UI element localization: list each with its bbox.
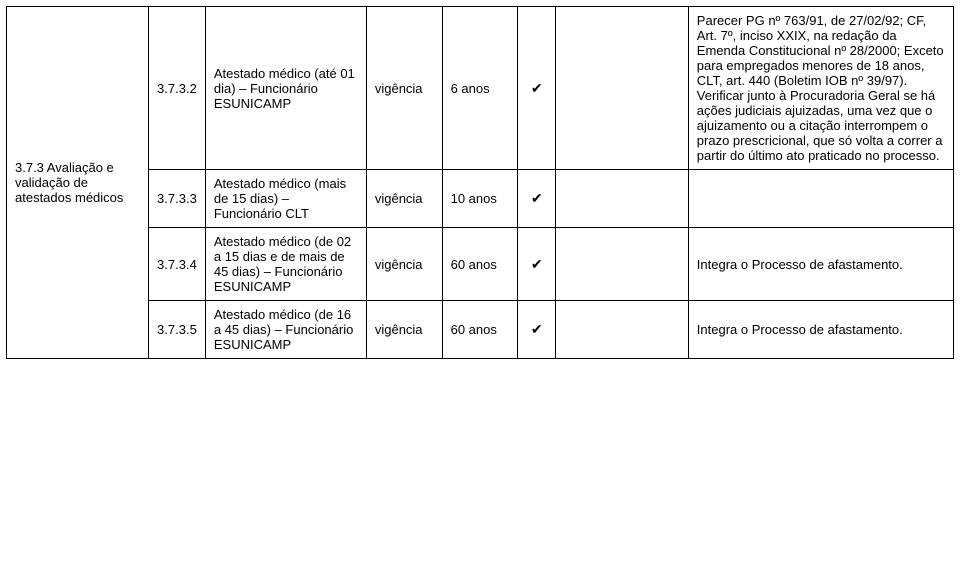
table-row: 3.7.3.3 Atestado médico (mais de 15 dias… — [7, 170, 954, 228]
row-years: 10 anos — [442, 170, 518, 228]
row-desc: Atestado médico (de 02 a 15 dias e de ma… — [205, 228, 366, 301]
row-desc: Atestado médico (de 16 a 45 dias) – Func… — [205, 301, 366, 359]
row-notes: Parecer PG nº 763/91, de 27/02/92; CF, A… — [688, 7, 953, 170]
row-notes: Integra o Processo de afastamento. — [688, 228, 953, 301]
row-desc: Atestado médico (mais de 15 dias) – Func… — [205, 170, 366, 228]
row-vigencia: vigência — [366, 7, 442, 170]
row-years: 60 anos — [442, 301, 518, 359]
row-spare — [556, 228, 689, 301]
row-notes: Integra o Processo de afastamento. — [688, 301, 953, 359]
row-years: 60 anos — [442, 228, 518, 301]
row-check: ✔ — [518, 7, 556, 170]
row-years: 6 anos — [442, 7, 518, 170]
row-number: 3.7.3.3 — [149, 170, 206, 228]
row-check: ✔ — [518, 301, 556, 359]
row-spare — [556, 170, 689, 228]
row-desc: Atestado médico (até 01 dia) – Funcionár… — [205, 7, 366, 170]
row-number: 3.7.3.5 — [149, 301, 206, 359]
row-spare — [556, 7, 689, 170]
table-row: 3.7.3.5 Atestado médico (de 16 a 45 dias… — [7, 301, 954, 359]
row-check: ✔ — [518, 170, 556, 228]
table-row: 3.7.3 Avaliação e validação de atestados… — [7, 7, 954, 170]
row-vigencia: vigência — [366, 301, 442, 359]
records-table: 3.7.3 Avaliação e validação de atestados… — [6, 6, 954, 359]
table-row: 3.7.3.4 Atestado médico (de 02 a 15 dias… — [7, 228, 954, 301]
row-spare — [556, 301, 689, 359]
row-number: 3.7.3.2 — [149, 7, 206, 170]
row-number: 3.7.3.4 — [149, 228, 206, 301]
row-notes — [688, 170, 953, 228]
row-check: ✔ — [518, 228, 556, 301]
section-header: 3.7.3 Avaliação e validação de atestados… — [7, 7, 149, 359]
row-vigencia: vigência — [366, 228, 442, 301]
row-vigencia: vigência — [366, 170, 442, 228]
